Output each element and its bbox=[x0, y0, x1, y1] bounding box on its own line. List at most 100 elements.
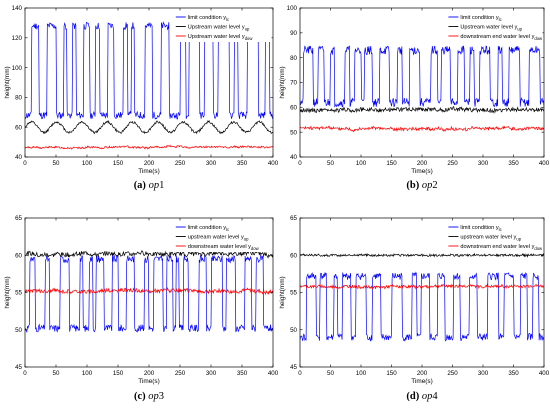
legend: limit condition ylc upstream water level … bbox=[445, 220, 543, 252]
legend-label: upstream water level yup bbox=[188, 235, 249, 242]
x-tick-label: 100 bbox=[82, 160, 93, 167]
x-tick-label: 100 bbox=[356, 160, 367, 167]
x-axis-label: Time(s) bbox=[138, 168, 159, 175]
x-tick-label: 300 bbox=[478, 370, 489, 377]
y-tick-label: 60 bbox=[290, 252, 297, 259]
y-axis-label: height(mm) bbox=[279, 276, 286, 308]
y-tick-label: 60 bbox=[15, 124, 22, 131]
legend-label: downstream end water level ydow bbox=[460, 34, 543, 41]
y-axis-label: height(mm) bbox=[4, 276, 11, 308]
series-line-dow bbox=[300, 283, 544, 290]
y-tick-label: 45 bbox=[15, 364, 22, 371]
chart-panel-4: 0 50 100 150 200 250 300 350 400 45 50 55 60 65 Time(s… bbox=[279, 215, 550, 402]
x-tick-label: 200 bbox=[144, 160, 155, 167]
panel-caption: (a) op1 bbox=[134, 180, 165, 191]
series-line-dow bbox=[300, 125, 544, 133]
chart-panel-1: 0 50 100 150 200 250 300 350 400 40 60 80 100 120 140 T… bbox=[4, 5, 279, 191]
legend-label: limit condition ylc bbox=[460, 225, 501, 232]
y-tick-label: 80 bbox=[15, 95, 22, 102]
x-tick-label: 200 bbox=[417, 370, 428, 377]
series-line-dow bbox=[25, 144, 273, 150]
x-tick-label: 150 bbox=[386, 160, 397, 167]
x-tick-label: 100 bbox=[82, 370, 93, 377]
x-tick-label: 0 bbox=[298, 370, 302, 377]
legend-label: limit condition ylc bbox=[460, 15, 501, 22]
x-tick-label: 150 bbox=[113, 370, 124, 377]
x-tick-label: 100 bbox=[356, 370, 367, 377]
x-tick-label: 400 bbox=[539, 160, 550, 167]
series-line-dow bbox=[25, 286, 273, 296]
chart-panel-2: 0 50 100 150 200 250 300 350 400 40 50 60 70 80 90 100 T… bbox=[279, 5, 550, 191]
y-tick-label: 60 bbox=[290, 105, 297, 112]
legend-label: limit condition ylc bbox=[188, 225, 229, 232]
series-line-up bbox=[25, 249, 273, 259]
x-tick-label: 50 bbox=[327, 160, 334, 167]
x-tick-label: 50 bbox=[327, 370, 334, 377]
y-tick-label: 100 bbox=[287, 5, 298, 12]
series-line-lc bbox=[25, 21, 273, 120]
y-tick-label: 45 bbox=[290, 364, 297, 371]
y-tick-label: 50 bbox=[15, 327, 22, 334]
y-tick-label: 65 bbox=[15, 215, 22, 222]
legend-box bbox=[445, 10, 543, 42]
x-tick-label: 400 bbox=[268, 160, 279, 167]
x-tick-label: 250 bbox=[175, 160, 186, 167]
series-line-lc bbox=[300, 45, 544, 108]
legend-box bbox=[173, 220, 272, 252]
panel-caption: (b) op2 bbox=[406, 180, 437, 191]
y-tick-label: 50 bbox=[290, 129, 297, 136]
y-tick-label: 40 bbox=[15, 154, 22, 161]
y-tick-label: 60 bbox=[15, 252, 22, 259]
x-tick-label: 200 bbox=[144, 370, 155, 377]
x-tick-label: 350 bbox=[237, 160, 248, 167]
x-tick-label: 0 bbox=[23, 160, 27, 167]
y-axis-label: height(mm) bbox=[4, 66, 11, 98]
x-tick-label: 150 bbox=[113, 160, 124, 167]
y-tick-label: 90 bbox=[290, 30, 297, 37]
series-line-up bbox=[300, 106, 544, 115]
legend-label: downstream end water level ydow bbox=[460, 244, 543, 251]
series-line-lc bbox=[25, 254, 273, 333]
x-axis-label: Time(s) bbox=[138, 378, 159, 385]
y-tick-label: 55 bbox=[15, 290, 22, 297]
legend-box bbox=[445, 220, 543, 252]
y-axis-label: height(mm) bbox=[279, 66, 286, 98]
x-tick-label: 200 bbox=[417, 160, 428, 167]
y-tick-label: 40 bbox=[290, 154, 297, 161]
legend-label: upstream water level yup bbox=[460, 235, 521, 242]
x-tick-label: 350 bbox=[508, 160, 519, 167]
chart-panel-3: 0 50 100 150 200 250 300 350 400 45 50 55 60 65 Time(s… bbox=[4, 215, 279, 402]
legend: limit condition ylc upstream water level … bbox=[173, 220, 272, 252]
y-tick-label: 80 bbox=[290, 55, 297, 62]
x-tick-label: 300 bbox=[206, 160, 217, 167]
y-tick-label: 140 bbox=[12, 5, 23, 12]
x-tick-label: 250 bbox=[447, 370, 458, 377]
panel-caption: (d) op4 bbox=[406, 391, 438, 402]
legend-label: Upstream water level yup bbox=[460, 25, 522, 32]
series-line-up bbox=[25, 120, 273, 135]
x-tick-label: 50 bbox=[53, 160, 60, 167]
x-tick-label: 0 bbox=[298, 160, 302, 167]
x-tick-label: 250 bbox=[175, 370, 186, 377]
x-tick-label: 150 bbox=[386, 370, 397, 377]
x-tick-label: 350 bbox=[508, 370, 519, 377]
legend-label: limit condition ylc bbox=[188, 15, 229, 22]
legend-label: Upstream water level yup bbox=[188, 25, 250, 32]
legend: limit condition ylc Upstream water level … bbox=[445, 10, 543, 42]
x-axis-label: Time(s) bbox=[411, 378, 432, 385]
legend-label: downstream water level ydow bbox=[188, 244, 260, 251]
x-tick-label: 300 bbox=[206, 370, 217, 377]
x-tick-label: 0 bbox=[23, 370, 27, 377]
x-tick-label: 400 bbox=[268, 370, 279, 377]
panel-caption: (c) op3 bbox=[134, 391, 164, 402]
legend-box bbox=[173, 10, 272, 42]
y-tick-label: 50 bbox=[290, 327, 297, 334]
legend-label: Upstream water level ydow bbox=[188, 34, 254, 41]
y-tick-label: 65 bbox=[290, 215, 297, 222]
y-tick-label: 70 bbox=[290, 80, 297, 87]
x-tick-label: 50 bbox=[53, 370, 60, 377]
series-line-up bbox=[300, 252, 544, 258]
x-tick-label: 350 bbox=[237, 370, 248, 377]
x-tick-label: 300 bbox=[478, 160, 489, 167]
